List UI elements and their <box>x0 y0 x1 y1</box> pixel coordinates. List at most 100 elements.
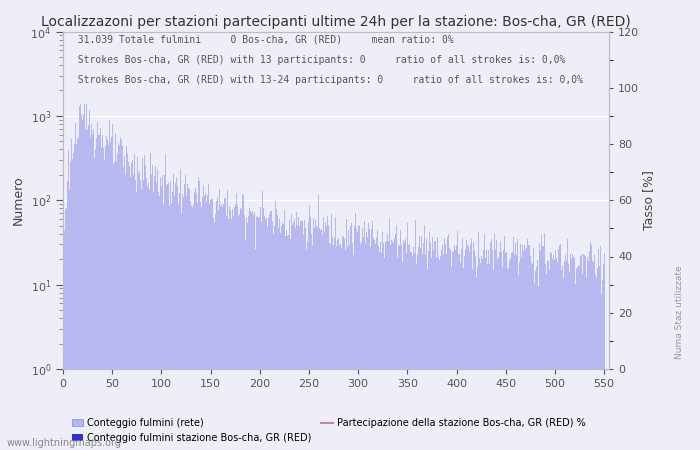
Bar <box>362 228 363 450</box>
Bar <box>190 201 191 450</box>
Bar <box>353 255 354 450</box>
Bar <box>354 226 355 450</box>
Bar <box>398 246 399 450</box>
Bar <box>111 137 112 450</box>
Bar <box>268 218 269 450</box>
Bar <box>537 260 538 450</box>
Bar <box>538 286 539 450</box>
Bar <box>435 241 436 450</box>
Bar <box>90 137 91 450</box>
Bar <box>319 228 321 450</box>
Bar <box>211 199 212 450</box>
Bar <box>74 144 76 450</box>
Bar <box>501 252 503 450</box>
Bar <box>277 215 278 450</box>
Bar <box>503 251 504 450</box>
Bar <box>67 181 69 450</box>
Bar <box>402 262 403 450</box>
Bar <box>334 238 335 450</box>
Bar <box>285 236 286 450</box>
Bar <box>480 263 481 450</box>
Bar <box>236 193 237 450</box>
Bar <box>115 132 116 450</box>
Bar <box>410 252 411 450</box>
Bar <box>423 243 424 450</box>
Bar <box>348 230 349 450</box>
Bar <box>176 186 178 450</box>
Bar <box>421 254 423 450</box>
Bar <box>535 271 536 450</box>
Bar <box>556 258 557 450</box>
Bar <box>200 202 201 450</box>
Bar <box>533 284 535 450</box>
Bar <box>270 211 271 450</box>
Bar <box>494 233 496 450</box>
Bar <box>530 256 531 450</box>
Bar <box>208 184 209 450</box>
Bar <box>469 252 470 450</box>
Text: Strokes Bos-cha, GR (RED) with 13-24 participants: 0     ratio of all strokes is: Strokes Bos-cha, GR (RED) with 13-24 par… <box>66 75 582 86</box>
Bar <box>105 146 106 450</box>
Bar <box>246 218 248 450</box>
Bar <box>214 223 215 450</box>
Bar <box>452 252 453 450</box>
Bar <box>281 226 282 450</box>
Bar <box>521 257 522 450</box>
Bar <box>209 203 210 450</box>
Bar <box>445 244 446 450</box>
Bar <box>510 258 511 450</box>
Bar <box>253 215 254 450</box>
Bar <box>441 250 442 450</box>
Bar <box>196 193 197 450</box>
Bar <box>532 264 533 450</box>
Bar <box>113 162 115 450</box>
Bar <box>585 256 586 450</box>
Bar <box>443 255 444 450</box>
Bar <box>403 240 404 450</box>
Bar <box>458 254 459 450</box>
Bar <box>79 106 81 450</box>
Bar <box>282 223 283 450</box>
Bar <box>470 244 471 450</box>
Bar <box>232 216 234 450</box>
Bar <box>349 245 350 450</box>
Bar <box>254 212 256 450</box>
Bar <box>557 262 559 450</box>
Bar <box>542 246 544 450</box>
Bar <box>300 221 302 450</box>
Bar <box>78 137 79 450</box>
Bar <box>219 189 220 450</box>
Bar <box>330 244 331 450</box>
Legend: Conteggio fulmini (rete), Conteggio fulmini stazione Bos-cha, GR (RED), Partecip: Conteggio fulmini (rete), Conteggio fulm… <box>68 414 589 447</box>
Bar <box>461 249 462 450</box>
Bar <box>394 238 395 450</box>
Bar <box>147 187 148 450</box>
Bar <box>522 245 523 450</box>
Bar <box>286 230 287 450</box>
Bar <box>102 135 103 450</box>
Bar <box>511 253 512 450</box>
Bar <box>436 258 438 450</box>
Bar <box>324 232 326 450</box>
Bar <box>116 162 117 450</box>
Y-axis label: Tasso [%]: Tasso [%] <box>642 170 655 230</box>
Bar <box>368 223 370 450</box>
Text: www.lightningmaps.org: www.lightningmaps.org <box>7 438 122 448</box>
Bar <box>390 245 391 450</box>
Bar <box>479 258 480 450</box>
Bar <box>355 213 356 450</box>
Bar <box>512 252 513 450</box>
Bar <box>500 241 501 450</box>
Bar <box>591 244 592 450</box>
Bar <box>178 194 180 450</box>
Bar <box>496 240 497 450</box>
Bar <box>133 176 134 450</box>
Bar <box>326 226 327 450</box>
Bar <box>345 250 346 450</box>
Bar <box>315 220 316 450</box>
Bar <box>193 204 195 450</box>
Bar <box>438 257 440 450</box>
Bar <box>515 243 516 450</box>
Bar <box>536 267 537 450</box>
Bar <box>333 245 334 450</box>
